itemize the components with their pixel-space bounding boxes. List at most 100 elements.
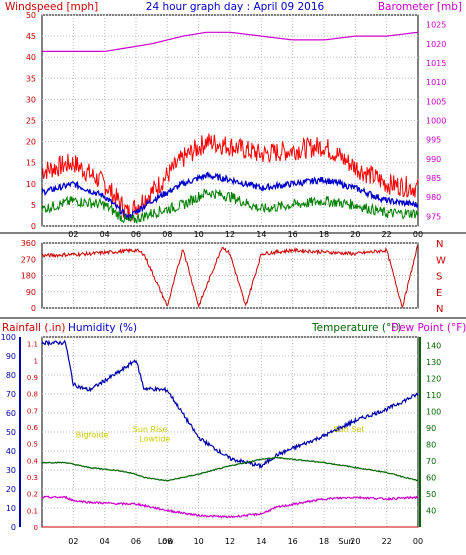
rainfall-axis-label: Rainfall (.in) bbox=[2, 322, 65, 334]
baro-tick-label: 985 bbox=[426, 174, 441, 183]
x-tick-label: 04 bbox=[100, 537, 110, 546]
temp-tick-label: 90 bbox=[426, 424, 436, 433]
x-tick-label: 04 bbox=[100, 230, 110, 239]
chart-annotation: Sun Rise bbox=[133, 425, 168, 434]
compass-label: W bbox=[436, 255, 446, 266]
rain-tick-label: 1 bbox=[34, 357, 38, 365]
humidity-tick-label: 100 bbox=[1, 333, 16, 342]
humidity-axis-label: Humidity (%) bbox=[68, 322, 137, 334]
rain-tick-label: 0.3 bbox=[27, 474, 38, 482]
dir-tick-label: 0 bbox=[31, 304, 36, 313]
rain-tick-label: 0.9 bbox=[27, 374, 38, 382]
baro-tick-label: 990 bbox=[426, 155, 441, 164]
x-tick-label: 00 bbox=[413, 230, 423, 239]
dir-tick-label: 270 bbox=[21, 255, 36, 264]
x-tick-label: 14 bbox=[256, 230, 266, 239]
baro-tick-label: 1000 bbox=[426, 117, 446, 126]
chart-annotation: Lowtide bbox=[139, 435, 170, 444]
temp-tick-label: 80 bbox=[426, 440, 436, 449]
compass-label: E bbox=[436, 288, 442, 299]
humidity-tick-label: 20 bbox=[6, 485, 16, 494]
temp-tick-label: 130 bbox=[426, 358, 441, 367]
dir-tick-label: 360 bbox=[21, 239, 36, 248]
temp-tick-label: 70 bbox=[426, 457, 436, 466]
humidity-tick-label: 70 bbox=[6, 390, 16, 399]
bottom-annotation-label: Sun bbox=[338, 537, 353, 546]
wind-tick-label: 25 bbox=[26, 117, 36, 126]
x-tick-label: 18 bbox=[319, 230, 329, 239]
x-tick-label: 20 bbox=[350, 230, 360, 239]
dir-tick-label: 90 bbox=[26, 288, 36, 297]
humidity-tick-label: 90 bbox=[6, 352, 16, 361]
wind-tick-label: 45 bbox=[26, 32, 36, 41]
temp-tick-label: 100 bbox=[426, 407, 441, 416]
x-tick-label: 22 bbox=[382, 537, 392, 546]
temp-tick-label: 120 bbox=[426, 374, 441, 383]
dir-tick-label: 180 bbox=[21, 272, 36, 281]
wind-tick-label: 30 bbox=[26, 95, 36, 104]
temp-tick-label: 110 bbox=[426, 391, 441, 400]
x-tick-label: 22 bbox=[382, 230, 392, 239]
wind-tick-label: 40 bbox=[26, 53, 36, 62]
chart-title: 24 hour graph day : April 09 2016 bbox=[146, 1, 325, 13]
x-tick-label: 00 bbox=[413, 537, 423, 546]
humidity-tick-label: 10 bbox=[6, 504, 16, 513]
x-tick-label: 10 bbox=[194, 230, 204, 239]
compass-label: N bbox=[436, 304, 443, 315]
x-tick-label: 20 bbox=[350, 537, 360, 546]
temp-tick-label: 60 bbox=[426, 473, 436, 482]
rain-tick-label: 1.1 bbox=[27, 341, 38, 349]
temp-tick-label: 140 bbox=[426, 341, 441, 350]
windspeed-axis-label: Windspeed [mph] bbox=[5, 1, 98, 13]
x-tick-label: 08 bbox=[162, 537, 172, 546]
rain-tick-label: 0.5 bbox=[27, 441, 38, 449]
chart-annotation: Sun Set bbox=[334, 425, 365, 434]
series-min bbox=[41, 188, 419, 225]
compass-label: S bbox=[436, 272, 442, 283]
wind-tick-label: 0 bbox=[31, 222, 36, 231]
x-tick-label: 16 bbox=[288, 537, 298, 546]
baro-tick-label: 975 bbox=[426, 212, 441, 221]
rain-tick-label: 0.7 bbox=[27, 407, 38, 415]
compass-label: N bbox=[436, 239, 443, 250]
temp-tick-label: 50 bbox=[426, 490, 436, 499]
rain-tick-label: 0.1 bbox=[27, 507, 38, 515]
series-temperature bbox=[41, 456, 419, 482]
baro-tick-label: 1020 bbox=[426, 40, 446, 49]
humidity-tick-label: 50 bbox=[6, 428, 16, 437]
x-tick-label: 06 bbox=[131, 230, 141, 239]
baro-tick-label: 1025 bbox=[426, 21, 446, 30]
humidity-tick-label: 0 bbox=[11, 523, 16, 532]
humidity-tick-label: 40 bbox=[6, 447, 16, 456]
chart-annotation: Bigfoide bbox=[76, 431, 109, 440]
series-avg bbox=[41, 171, 419, 222]
temperature-axis-label: Temperature (°F) bbox=[311, 322, 401, 334]
baro-tick-label: 1010 bbox=[426, 78, 446, 87]
x-tick-label: 12 bbox=[225, 230, 235, 239]
rain-tick-label: 0 bbox=[34, 524, 38, 532]
baro-tick-label: 1005 bbox=[426, 97, 446, 106]
series-gust bbox=[41, 133, 419, 223]
dewpoint-axis-label: Dew Point (°F) bbox=[391, 322, 466, 334]
bottom-annotation-label: Low bbox=[158, 537, 174, 546]
temp-tick-label: 40 bbox=[426, 506, 436, 515]
x-tick-label: 06 bbox=[131, 537, 141, 546]
series-humidity bbox=[41, 339, 419, 470]
wind-tick-label: 35 bbox=[26, 74, 36, 83]
barometer-axis-label: Barometer [mb] bbox=[378, 1, 462, 13]
x-tick-label: 16 bbox=[288, 230, 298, 239]
wind-tick-label: 10 bbox=[26, 180, 36, 189]
wind-tick-label: 20 bbox=[26, 138, 36, 147]
wind-tick-label: 15 bbox=[26, 159, 36, 168]
rain-tick-label: 0.2 bbox=[27, 491, 38, 499]
wind-tick-label: 5 bbox=[31, 201, 36, 210]
rain-tick-label: 0.4 bbox=[27, 457, 39, 465]
rain-tick-label: 0.8 bbox=[27, 391, 38, 399]
series-dewpoint bbox=[41, 495, 419, 519]
rain-tick-label: 0.6 bbox=[27, 424, 39, 432]
humidity-tick-label: 60 bbox=[6, 409, 16, 418]
humidity-tick-label: 30 bbox=[6, 466, 16, 475]
x-tick-label: 08 bbox=[162, 230, 172, 239]
